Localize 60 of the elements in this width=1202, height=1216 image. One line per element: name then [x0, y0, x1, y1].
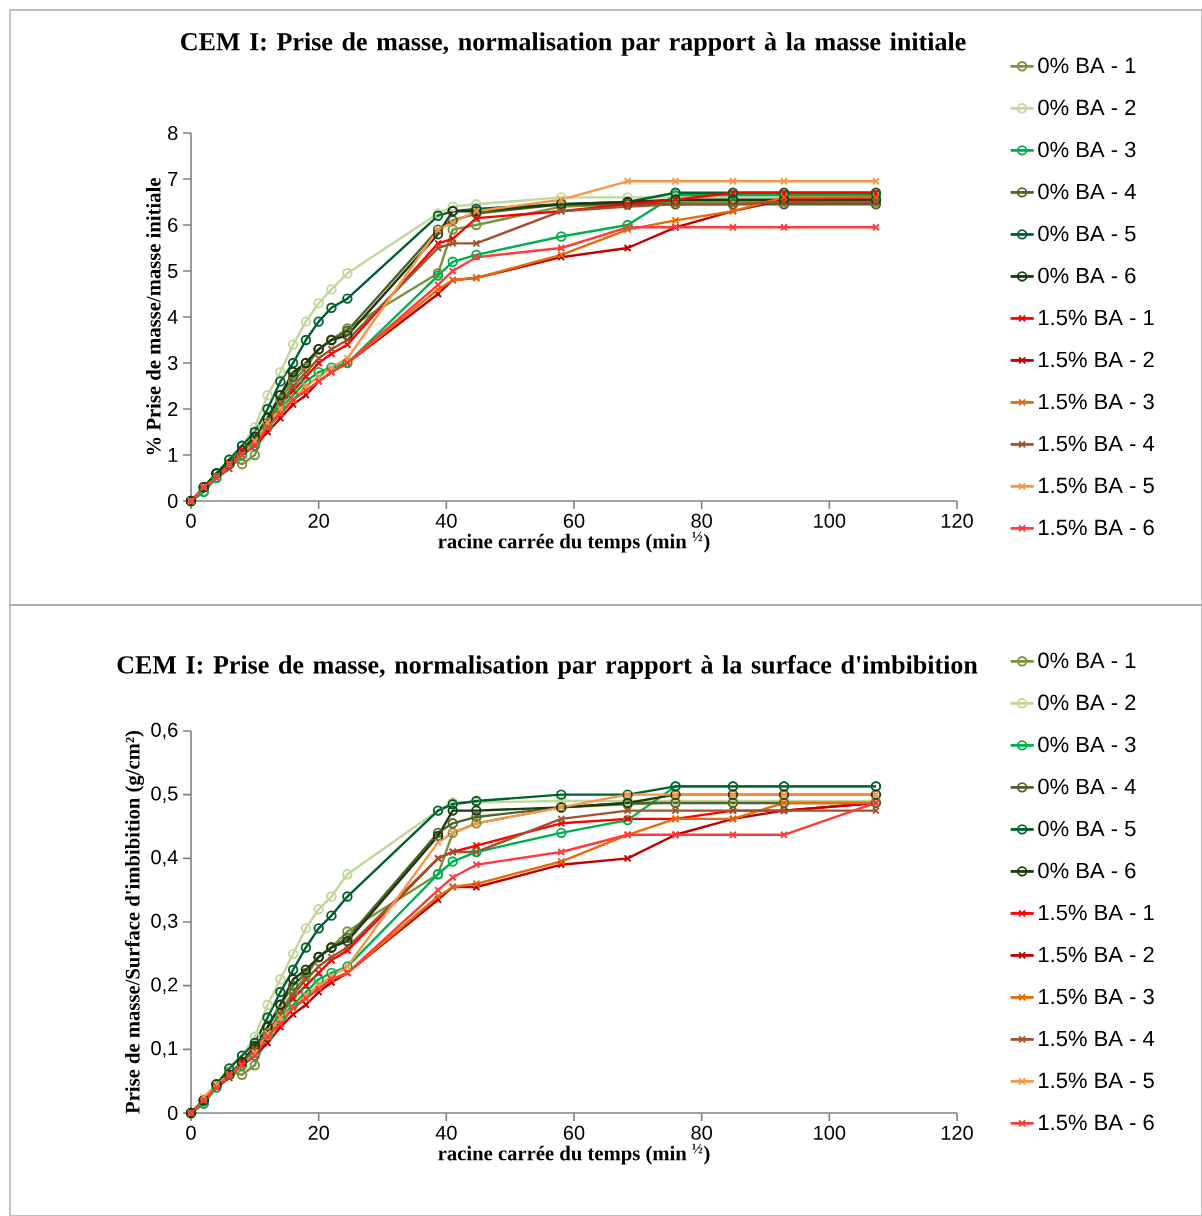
legend-label: 1.5% BA - 3	[1039, 393, 1154, 410]
legend-label: 1.5% BA - 1	[1039, 904, 1154, 921]
chart-title: CEM I: Prise de masse, normalisation par rapport à la surface d'imbibition	[117, 655, 978, 679]
y-tick-label: 0,5	[151, 786, 178, 803]
x-tick-label: 120	[941, 513, 973, 528]
y-tick-label: 8	[168, 125, 178, 141]
legend-label: 1.5% BA - 3	[1039, 988, 1154, 1005]
legend-label: 1.5% BA - 6	[1039, 1114, 1154, 1131]
y-tick-label: 3	[167, 355, 178, 371]
x-axis-title: racine carrée du temps (min $^{½}$)	[438, 531, 710, 553]
y-tick-label: 7	[168, 172, 178, 186]
chart-title: CEM I: Prise de masse, normalisation par rapport à la masse initiale	[181, 32, 966, 56]
legend-label: 0% BA - 4	[1038, 778, 1136, 795]
legend-label: 1.5% BA - 2	[1039, 946, 1154, 963]
y-tick-label: 2	[168, 402, 178, 416]
legend-label: 1.5% BA - 5	[1039, 477, 1154, 494]
y-tick-label: 6	[168, 217, 178, 233]
legend-label: 1.5% BA - 4	[1039, 1030, 1155, 1047]
x-tick-label: 0	[186, 1125, 196, 1140]
x-tick-label: 80	[691, 513, 712, 528]
legend-label: 0% BA - 6	[1038, 267, 1136, 284]
legend-label: 1.5% BA - 1	[1039, 309, 1154, 326]
legend-label: 0% BA - 2	[1038, 694, 1136, 711]
y-tick-label: 0,2	[151, 977, 178, 994]
y-tick-label: 0	[167, 1105, 178, 1121]
y-tick-label: 4	[167, 310, 178, 324]
x-tick-label: 80	[691, 1125, 712, 1140]
legend-label: 0% BA - 3	[1038, 141, 1136, 158]
legend-label: 1.5% BA - 2	[1039, 351, 1154, 368]
y-tick-label: 0	[167, 493, 178, 509]
y-axis-title: % Prise de masse/masse initiale	[146, 178, 161, 455]
x-tick-label: 40	[435, 513, 457, 528]
legend-label: 0% BA - 6	[1038, 862, 1136, 879]
legend-label: 0% BA - 3	[1038, 736, 1136, 753]
legend-label: 0% BA - 1	[1038, 652, 1136, 669]
x-tick-label: 40	[435, 1125, 457, 1140]
legend-label: 1.5% BA - 6	[1039, 519, 1154, 536]
x-axis-title: racine carrée du temps (min $^{½}$)	[438, 1143, 710, 1165]
legend-label: 0% BA - 2	[1038, 99, 1136, 116]
y-tick-label: 5	[167, 264, 178, 278]
x-tick-label: 60	[563, 513, 585, 528]
legend-label: 0% BA - 5	[1038, 225, 1136, 242]
x-tick-label: 20	[308, 513, 329, 528]
legend-label: 0% BA - 5	[1038, 820, 1136, 837]
y-tick-label: 0,4	[151, 850, 178, 867]
legend-label: 0% BA - 1	[1038, 57, 1136, 74]
x-tick-label: 100	[814, 1125, 846, 1140]
x-tick-label: 60	[563, 1125, 585, 1140]
x-tick-label: 0	[186, 513, 196, 528]
y-tick-label: 0,1	[151, 1041, 178, 1058]
x-tick-label: 20	[308, 1125, 329, 1140]
legend-label: 1.5% BA - 4	[1039, 435, 1155, 452]
y-tick-label: 0,3	[151, 913, 178, 931]
legend-label: 1.5% BA - 5	[1039, 1072, 1154, 1089]
y-axis-title: Prise de masse/Surface d'imbibition (g/cm²)	[124, 730, 144, 1114]
y-tick-label: 0,6	[151, 722, 178, 740]
y-tick-label: 1	[168, 448, 178, 462]
x-tick-label: 120	[941, 1125, 973, 1140]
x-tick-label: 100	[814, 513, 846, 528]
legend-label: 0% BA - 4	[1038, 183, 1136, 200]
